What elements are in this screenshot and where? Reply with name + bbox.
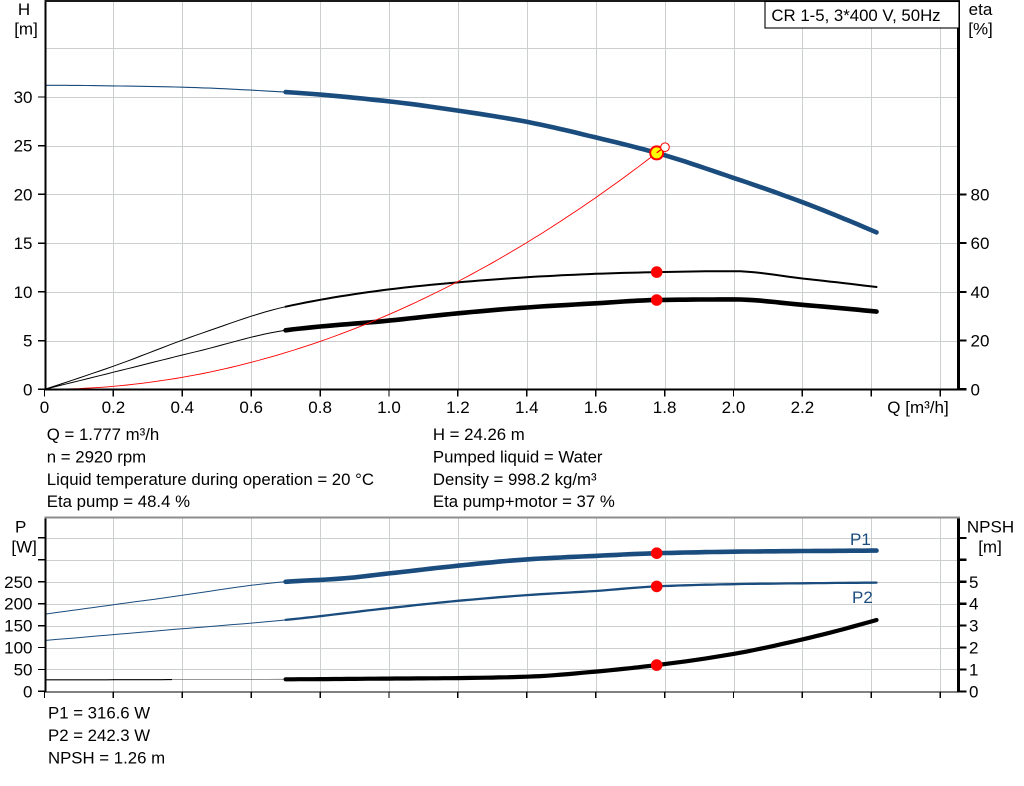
svg-text:Eta pump = 48.4 %: Eta pump = 48.4 % — [47, 492, 190, 511]
svg-text:0: 0 — [969, 682, 978, 701]
svg-text:0: 0 — [23, 380, 32, 399]
svg-text:40: 40 — [971, 283, 990, 302]
svg-text:0: 0 — [23, 682, 32, 701]
svg-text:NPSH: NPSH — [967, 518, 1014, 537]
svg-text:25: 25 — [14, 137, 33, 156]
svg-text:15: 15 — [14, 234, 33, 253]
svg-text:n = 2920 rpm: n = 2920 rpm — [47, 448, 146, 467]
svg-text:2.2: 2.2 — [791, 398, 815, 417]
svg-text:NPSH = 1.26 m: NPSH = 1.26 m — [48, 749, 165, 768]
svg-text:Q = 1.777 m³/h: Q = 1.777 m³/h — [47, 425, 159, 444]
svg-text:1.8: 1.8 — [653, 398, 677, 417]
svg-text:100: 100 — [4, 639, 32, 658]
svg-text:0: 0 — [971, 380, 980, 399]
svg-text:1.0: 1.0 — [377, 398, 401, 417]
svg-text:Liquid temperature during oper: Liquid temperature during operation = 20… — [47, 470, 374, 489]
svg-text:P1: P1 — [850, 530, 871, 549]
svg-text:1: 1 — [969, 660, 978, 679]
svg-text:1.4: 1.4 — [515, 398, 539, 417]
svg-text:1.6: 1.6 — [584, 398, 608, 417]
svg-text:P1 = 316.6 W: P1 = 316.6 W — [48, 704, 150, 723]
svg-text:0: 0 — [40, 398, 49, 417]
svg-text:2: 2 — [969, 639, 978, 658]
svg-text:P2: P2 — [852, 588, 873, 607]
svg-text:250: 250 — [4, 573, 32, 592]
svg-text:[m]: [m] — [14, 20, 38, 39]
svg-text:H = 24.26 m: H = 24.26 m — [433, 425, 525, 444]
svg-text:P: P — [15, 518, 26, 537]
svg-text:Pumped liquid = Water: Pumped liquid = Water — [433, 448, 603, 467]
svg-text:Eta pump+motor = 37 %: Eta pump+motor = 37 % — [433, 492, 615, 511]
svg-text:30: 30 — [14, 88, 33, 107]
svg-text:20: 20 — [14, 185, 33, 204]
svg-text:150: 150 — [4, 617, 32, 636]
svg-text:4: 4 — [969, 595, 978, 614]
svg-text:[m]: [m] — [978, 538, 1002, 557]
svg-text:eta: eta — [969, 0, 993, 19]
svg-text:0.6: 0.6 — [239, 398, 263, 417]
svg-text:[%]: [%] — [968, 20, 993, 39]
svg-text:20: 20 — [971, 332, 990, 351]
svg-text:10: 10 — [14, 283, 33, 302]
svg-text:5: 5 — [969, 573, 978, 592]
svg-text:P2 = 242.3 W: P2 = 242.3 W — [48, 726, 150, 745]
svg-text:H: H — [18, 0, 30, 19]
svg-text:Density = 998.2 kg/m³: Density = 998.2 kg/m³ — [433, 470, 597, 489]
svg-text:CR 1-5, 3*400 V, 50Hz: CR 1-5, 3*400 V, 50Hz — [771, 6, 940, 25]
svg-text:Q [m³/h]: Q [m³/h] — [887, 398, 948, 417]
svg-text:60: 60 — [971, 234, 990, 253]
svg-text:80: 80 — [971, 185, 990, 204]
svg-text:3: 3 — [969, 617, 978, 636]
svg-text:2.0: 2.0 — [722, 398, 746, 417]
svg-text:5: 5 — [23, 332, 32, 351]
svg-text:200: 200 — [4, 595, 32, 614]
svg-text:1.2: 1.2 — [446, 398, 470, 417]
svg-text:0.8: 0.8 — [308, 398, 332, 417]
svg-text:[W]: [W] — [11, 538, 37, 557]
svg-text:50: 50 — [14, 660, 33, 679]
svg-text:0.4: 0.4 — [170, 398, 194, 417]
svg-text:0.2: 0.2 — [102, 398, 126, 417]
